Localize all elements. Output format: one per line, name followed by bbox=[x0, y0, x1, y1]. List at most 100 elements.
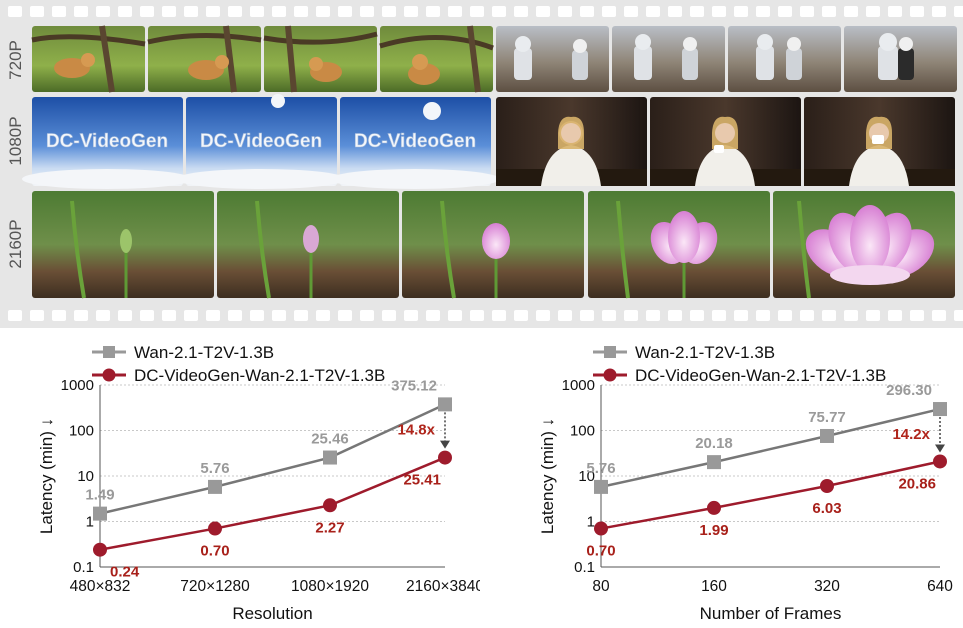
legend-label: Wan-2.1-T2V-1.3B bbox=[134, 343, 274, 362]
film-hole bbox=[360, 6, 374, 17]
woman-frame-1 bbox=[496, 97, 647, 186]
row-720p-dog-frames bbox=[31, 25, 494, 93]
dog-frame-2 bbox=[147, 25, 262, 93]
film-hole bbox=[756, 6, 770, 17]
row-label-1080p: 1080P bbox=[6, 116, 25, 165]
film-hole bbox=[734, 6, 748, 17]
film-hole bbox=[514, 310, 528, 321]
logo-frame-2: DC-VideoGen bbox=[176, 94, 346, 189]
film-hole bbox=[822, 310, 836, 321]
film-hole bbox=[756, 310, 770, 321]
film-hole bbox=[712, 6, 726, 17]
ours-point bbox=[707, 500, 721, 515]
speedup-label: 14.2x bbox=[892, 426, 930, 443]
film-hole bbox=[206, 310, 220, 321]
ours-point bbox=[323, 498, 337, 513]
film-hole bbox=[162, 310, 176, 321]
dog-frame-4 bbox=[379, 25, 494, 93]
x-tick-label: 1080×1920 bbox=[291, 578, 369, 595]
y-tick-label: 1000 bbox=[61, 377, 94, 394]
film-hole bbox=[888, 310, 902, 321]
film-hole bbox=[954, 310, 963, 321]
row-1080p-woman-frames bbox=[496, 97, 955, 186]
film-hole bbox=[470, 6, 484, 17]
baseline-data-label: 25.46 bbox=[311, 431, 349, 448]
film-hole bbox=[162, 6, 176, 17]
film-hole bbox=[382, 6, 396, 17]
y-tick-label: 100 bbox=[570, 423, 595, 440]
woman-frame-2 bbox=[650, 97, 801, 186]
film-hole bbox=[492, 310, 506, 321]
film-hole bbox=[646, 6, 660, 17]
legend-label: DC-VideoGen-Wan-2.1-T2V-1.3B bbox=[134, 366, 385, 385]
dog-frame-1 bbox=[31, 25, 146, 93]
baseline-point bbox=[820, 428, 834, 443]
series-line-ours bbox=[99, 456, 446, 551]
film-hole bbox=[382, 310, 396, 321]
film-hole bbox=[668, 310, 682, 321]
baseline-data-label: 20.18 bbox=[695, 435, 733, 452]
ours-data-label: 0.70 bbox=[586, 543, 615, 560]
film-hole bbox=[206, 6, 220, 17]
film-hole bbox=[426, 6, 440, 17]
film-holes-top bbox=[8, 6, 963, 17]
film-hole bbox=[338, 310, 352, 321]
film-hole bbox=[404, 310, 418, 321]
film-hole bbox=[74, 310, 88, 321]
film-hole bbox=[140, 310, 154, 321]
series-line-baseline bbox=[600, 407, 941, 489]
y-tick-label: 1 bbox=[587, 514, 595, 531]
x-axis-label: Number of Frames bbox=[700, 604, 842, 623]
film-hole bbox=[558, 310, 572, 321]
baseline-point bbox=[323, 450, 337, 465]
film-hole bbox=[184, 6, 198, 17]
film-hole bbox=[646, 310, 660, 321]
film-hole bbox=[492, 6, 506, 17]
film-hole bbox=[690, 310, 704, 321]
legend-marker-circle bbox=[603, 368, 617, 382]
ours-data-label: 6.03 bbox=[812, 500, 841, 517]
astronaut-frame-4 bbox=[844, 26, 957, 92]
x-tick-label: 2160×3840 bbox=[406, 578, 480, 595]
film-hole bbox=[118, 6, 132, 17]
film-hole bbox=[30, 6, 44, 17]
film-hole bbox=[8, 6, 22, 17]
logo-text-1: DC-VideoGen bbox=[46, 131, 168, 152]
baseline-point bbox=[438, 397, 452, 412]
film-hole bbox=[294, 310, 308, 321]
y-axis-label: Latency (min) ↓ bbox=[538, 418, 557, 534]
baseline-data-label: 296.30 bbox=[886, 382, 932, 399]
film-holes-bottom bbox=[8, 310, 963, 321]
film-hole bbox=[250, 310, 264, 321]
ours-point bbox=[820, 478, 834, 493]
y-tick-label: 100 bbox=[69, 423, 94, 440]
y-tick-label: 1000 bbox=[562, 377, 595, 394]
ours-data-label: 0.70 bbox=[200, 543, 229, 560]
x-tick-label: 720×1280 bbox=[180, 578, 250, 595]
film-hole bbox=[580, 6, 594, 17]
film-hole bbox=[778, 6, 792, 17]
film-hole bbox=[514, 6, 528, 17]
series-line-baseline bbox=[99, 403, 446, 515]
x-tick-label: 160 bbox=[701, 578, 727, 595]
logo-text-2: DC-VideoGen bbox=[200, 131, 322, 152]
film-hole bbox=[954, 6, 963, 17]
film-hole bbox=[932, 6, 946, 17]
film-hole bbox=[30, 310, 44, 321]
film-hole bbox=[778, 310, 792, 321]
y-tick-label: 1 bbox=[86, 514, 94, 531]
film-hole bbox=[448, 310, 462, 321]
legend-marker-square bbox=[604, 346, 616, 358]
row-label-720p: 720P bbox=[6, 40, 25, 80]
film-hole bbox=[228, 310, 242, 321]
logo-text-3: DC-VideoGen bbox=[354, 131, 476, 152]
series-line-ours bbox=[600, 460, 941, 530]
astronaut-frame-3 bbox=[728, 26, 841, 92]
film-hole bbox=[8, 310, 22, 321]
lotus-frame-5 bbox=[773, 191, 955, 299]
film-hole bbox=[272, 6, 286, 17]
logo-frame-3: DC-VideoGen bbox=[330, 97, 500, 189]
y-tick-label: 10 bbox=[77, 468, 94, 485]
x-tick-label: 320 bbox=[814, 578, 840, 595]
film-hole bbox=[910, 310, 924, 321]
